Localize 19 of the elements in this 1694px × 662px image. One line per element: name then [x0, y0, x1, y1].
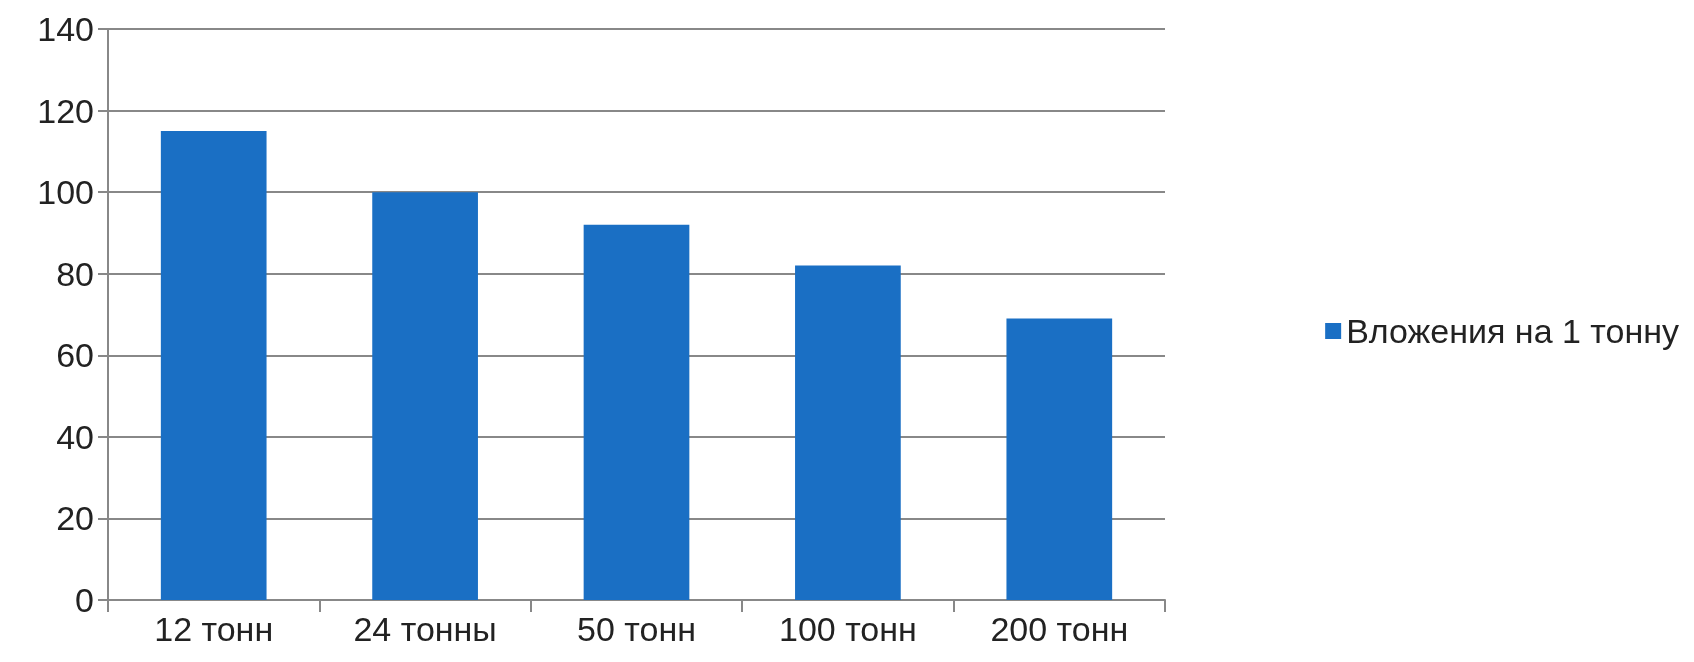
bar	[795, 265, 901, 600]
x-tick-label: 100 тонн	[778, 610, 917, 648]
y-tick-label: 100	[37, 173, 94, 212]
x-tick-label: 12 тонн	[154, 610, 274, 648]
y-tick-label: 80	[56, 254, 94, 293]
bar	[1006, 318, 1113, 600]
x-tick-label: 24 тонны	[353, 610, 497, 648]
x-tick-label: 200 тонн	[990, 610, 1129, 648]
y-tick-label: 140	[37, 10, 94, 48]
bar	[160, 130, 267, 600]
bar	[583, 224, 690, 600]
y-tick-label: 0	[75, 581, 94, 619]
y-tick-label: 120	[37, 91, 94, 130]
legend-label: Вложения на 1 тонну	[1346, 312, 1680, 350]
y-tick-label: 60	[56, 336, 94, 375]
x-tick-label: 50 тонн	[577, 610, 696, 648]
y-tick-label: 20	[56, 499, 94, 538]
bar	[372, 192, 478, 600]
y-tick-label: 40	[56, 417, 94, 456]
